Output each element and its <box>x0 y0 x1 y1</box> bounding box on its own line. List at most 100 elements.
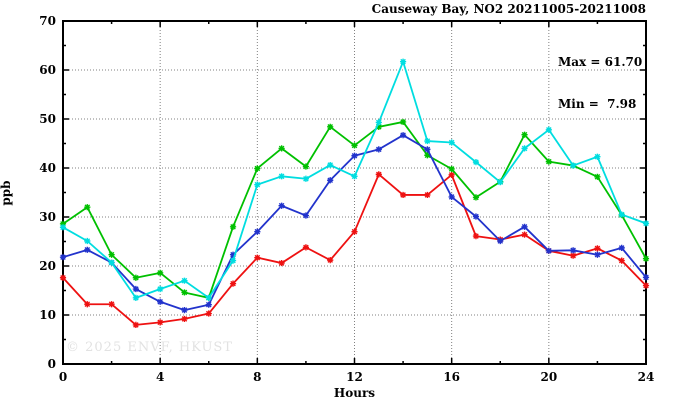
series-green-marker <box>108 251 115 258</box>
series-red-marker <box>472 233 480 240</box>
series-cyan-marker <box>594 153 601 160</box>
series-blue-marker <box>642 274 650 281</box>
series-cyan-marker <box>84 237 91 245</box>
series-cyan-marker <box>472 159 480 166</box>
series-blue-marker <box>375 146 382 153</box>
series-blue-marker <box>278 202 285 209</box>
series-red-marker <box>570 252 577 259</box>
series-cyan-marker <box>254 181 261 188</box>
x-axis-label: Hours <box>333 386 376 400</box>
series-blue-marker <box>618 244 625 251</box>
grid-lines <box>63 21 646 364</box>
series-red-marker <box>642 282 650 289</box>
series-green-marker <box>521 131 528 138</box>
series-cyan-marker <box>108 259 115 266</box>
x-tick-label-12: 12 <box>346 370 363 384</box>
series-green-marker <box>472 194 480 201</box>
y-tick-label-20: 20 <box>39 259 56 273</box>
series-cyan-marker <box>351 173 358 180</box>
series-red-marker <box>229 280 237 287</box>
series-red-marker <box>254 254 261 261</box>
min-value-label: Min = 7.98 <box>558 97 637 111</box>
series-blue-marker <box>351 152 358 159</box>
series-red-marker <box>181 315 188 323</box>
series-red-marker <box>375 171 382 178</box>
series-green-marker <box>157 269 164 276</box>
series-blue <box>59 132 650 314</box>
series-blue-marker <box>254 228 261 235</box>
series-red-marker <box>59 274 67 281</box>
max-min-annotation: Max = 61.70 Min = 7.98 <box>558 27 642 139</box>
series-red-marker <box>132 321 139 328</box>
series-green-marker <box>594 173 601 180</box>
series-cyan-marker <box>545 126 552 133</box>
series-cyan-marker <box>302 175 310 182</box>
series-blue-marker <box>327 177 334 184</box>
series-red-marker <box>302 244 310 251</box>
y-tick-label-40: 40 <box>39 161 56 175</box>
series-red-marker <box>399 191 407 199</box>
series-blue-marker <box>229 251 237 258</box>
series-blue-marker <box>472 213 480 220</box>
series-cyan-marker <box>327 161 334 169</box>
series-cyan-marker <box>229 257 237 264</box>
series-red-marker <box>205 310 212 317</box>
series-cyan-marker <box>278 173 285 180</box>
chart-title: Causeway Bay, NO2 20211005-20211008 <box>371 2 646 16</box>
series-green-marker <box>229 223 237 230</box>
series-green-marker <box>424 152 431 159</box>
series-cyan <box>59 58 650 301</box>
y-axis-label: ppb <box>0 180 13 206</box>
x-tick-label-16: 16 <box>443 370 460 384</box>
series-green-marker <box>399 118 407 126</box>
series-green-marker <box>181 289 188 296</box>
series-blue-marker <box>157 298 164 305</box>
series-cyan-marker <box>375 119 382 126</box>
series-cyan-marker <box>618 211 625 218</box>
y-tick-label-0: 0 <box>48 357 56 371</box>
series-cyan-marker <box>570 162 577 169</box>
series-red-marker <box>594 245 601 252</box>
x-tick-label-4: 4 <box>156 370 164 384</box>
series-green-marker <box>545 158 552 165</box>
series-red-marker <box>424 191 431 199</box>
series-red-marker <box>327 257 334 264</box>
series-green-marker <box>132 274 139 281</box>
watermark: © 2025 ENVF, HKUST <box>66 340 233 355</box>
series-green-marker <box>59 220 67 227</box>
series-blue-marker <box>545 247 552 254</box>
series-blue-marker <box>181 307 188 314</box>
x-tick-label-24: 24 <box>638 370 655 384</box>
series-cyan-marker <box>497 179 504 186</box>
series-green-marker <box>327 123 334 130</box>
series-cyan-marker <box>448 139 455 146</box>
series-cyan-marker <box>521 145 528 152</box>
y-tick-label-30: 30 <box>39 210 56 224</box>
y-tick-label-70: 70 <box>39 14 56 28</box>
y-tick-labels: 0 10 20 30 40 50 60 70 <box>39 14 56 371</box>
series-green-marker <box>278 145 285 152</box>
series-red-marker <box>278 259 285 267</box>
series-green-marker <box>254 165 261 172</box>
series-blue-marker <box>594 251 601 258</box>
series-cyan-marker <box>399 58 407 65</box>
series-blue-marker <box>59 254 67 261</box>
series-blue-marker <box>399 132 407 139</box>
series-cyan-marker <box>132 294 139 301</box>
x-tick-label-0: 0 <box>59 370 67 384</box>
series-blue-marker <box>302 212 310 219</box>
series-red-marker <box>448 171 455 178</box>
max-value-label: Max = 61.70 <box>558 55 643 69</box>
series-red-marker <box>84 301 91 308</box>
series-cyan-marker <box>642 220 650 227</box>
series-blue-marker <box>497 237 504 245</box>
series-green-marker <box>642 255 650 262</box>
axis-ticks <box>62 20 647 365</box>
series-blue-marker <box>205 301 212 308</box>
series-blue-marker <box>570 247 577 254</box>
series-cyan-marker <box>157 285 164 293</box>
series-blue-marker <box>424 146 431 153</box>
series-green-marker <box>84 204 91 211</box>
